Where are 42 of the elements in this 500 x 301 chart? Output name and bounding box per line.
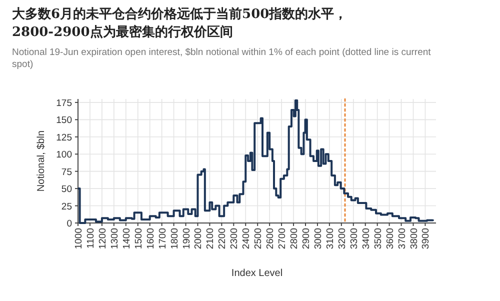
x-tick-label: 2000 bbox=[193, 228, 204, 250]
x-tick-label: 2600 bbox=[265, 228, 276, 250]
x-tick-label: 2400 bbox=[241, 228, 252, 250]
x-tick-label: 1700 bbox=[157, 228, 168, 250]
x-tick-label: 2200 bbox=[217, 228, 228, 250]
x-axis-title: Index Level bbox=[231, 268, 283, 279]
x-tick-label: 3500 bbox=[372, 228, 384, 250]
x-tick-label: 2500 bbox=[253, 228, 264, 250]
y-tick-label: 175 bbox=[56, 98, 72, 109]
x-tick-label: 3700 bbox=[396, 228, 408, 250]
x-tick-label: 2100 bbox=[205, 228, 216, 250]
x-tick-label: 3800 bbox=[408, 228, 420, 250]
y-tick-label: 0 bbox=[66, 218, 72, 230]
x-tick-label: 1300 bbox=[109, 228, 120, 250]
x-tick-label: 1800 bbox=[169, 228, 180, 250]
x-tick-label: 3600 bbox=[384, 228, 396, 250]
x-tick-label: 1400 bbox=[121, 228, 132, 250]
x-tick-label: 1000 bbox=[74, 228, 84, 250]
chart-subtitle: Notional 19-Jun expiration open interest, $bln notional within 1% of each point (dotted line is current spot) bbox=[12, 47, 432, 70]
x-tick-label: 2900 bbox=[300, 228, 312, 250]
x-tick-label: 3000 bbox=[312, 228, 324, 250]
x-tick-label: 3200 bbox=[336, 228, 348, 250]
x-tick-label: 1200 bbox=[97, 228, 108, 250]
x-tick-label: 2800 bbox=[289, 228, 300, 250]
x-tick-label: 3400 bbox=[360, 228, 372, 250]
x-tick-label: 1100 bbox=[85, 228, 96, 248]
y-tick-label: 25 bbox=[61, 201, 72, 212]
y-tick-label: 150 bbox=[56, 115, 72, 126]
y-tick-label: 75 bbox=[61, 166, 72, 178]
y-axis-title: Notional, $bln bbox=[36, 130, 47, 192]
x-tick-label: 1500 bbox=[133, 228, 144, 250]
x-tick-label: 3300 bbox=[348, 228, 360, 250]
x-tick-label: 3900 bbox=[420, 228, 432, 250]
x-tick-label: 3100 bbox=[324, 228, 336, 250]
x-tick-label: 2300 bbox=[229, 228, 240, 250]
y-tick-label: 125 bbox=[56, 132, 72, 144]
x-tick-label: 1900 bbox=[181, 228, 192, 250]
x-tick-label: 1600 bbox=[145, 228, 156, 250]
y-tick-label: 100 bbox=[56, 150, 72, 161]
chart-title: 大多数6月的未平仓合约价格远低于当前500指数的水平， 2800-2900点为最密集的行权价区间 bbox=[12, 6, 348, 40]
y-tick-label: 50 bbox=[61, 184, 72, 196]
x-tick-label: 2700 bbox=[277, 228, 288, 250]
